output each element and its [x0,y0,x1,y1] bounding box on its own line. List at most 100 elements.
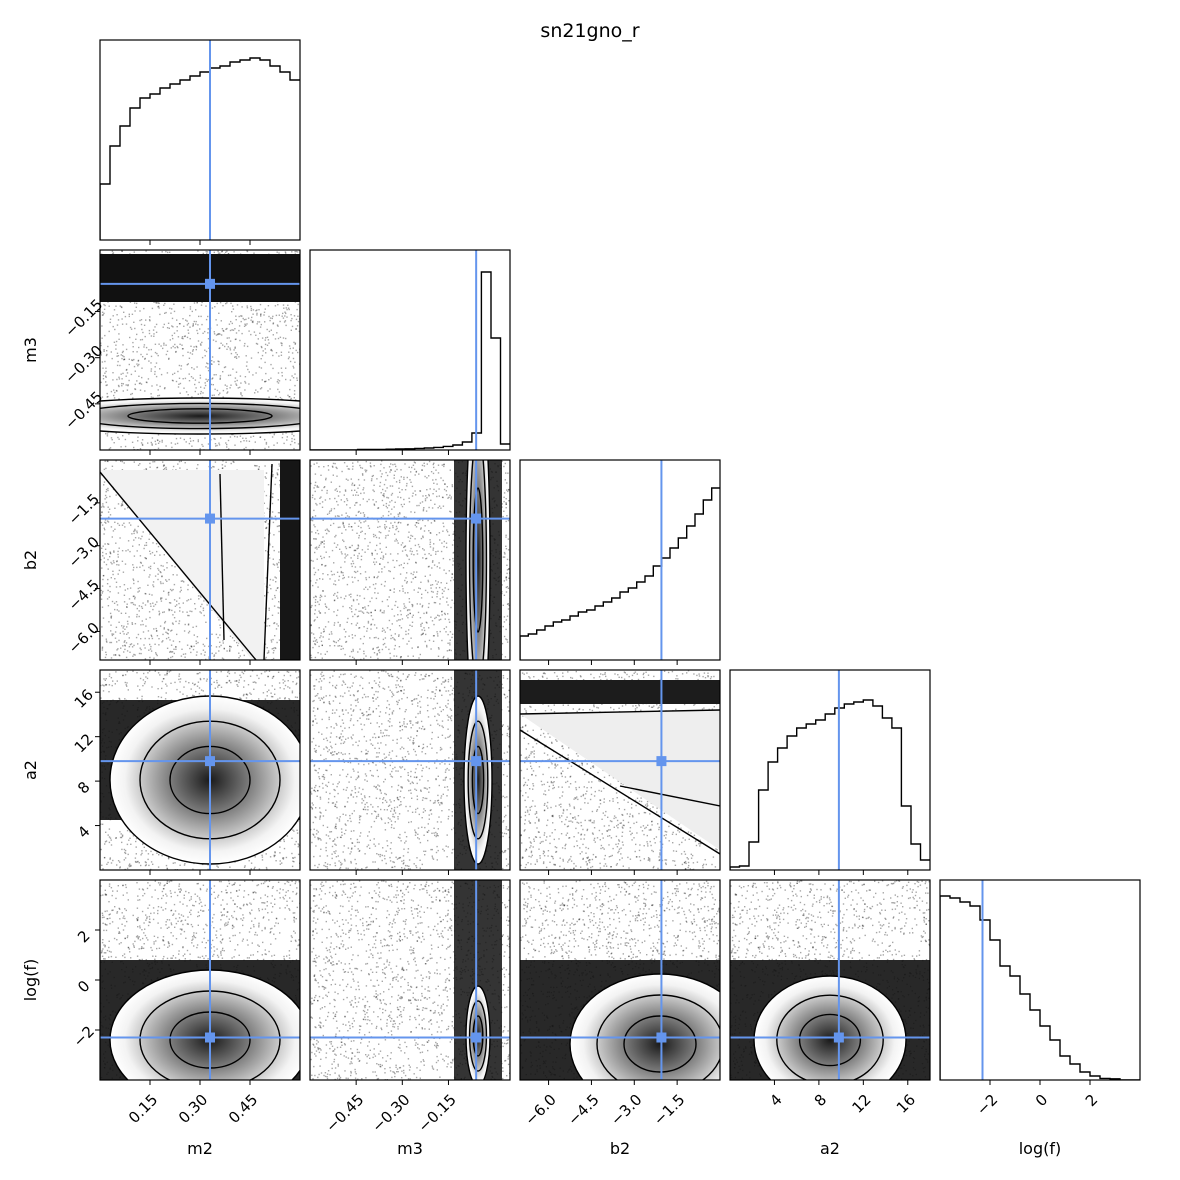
x-tick-label: −3.0 [607,1091,645,1129]
y-tick-label: 16 [71,686,97,712]
y-axis-label-b2: b2 [21,550,40,570]
contour-line [798,1013,862,1067]
truth-marker [656,1032,667,1043]
dense-band [100,254,300,302]
panel-frame [729,669,931,871]
histogram-steps [520,487,720,660]
x-tick-label: 0 [1032,1091,1051,1110]
truth-marker [656,756,667,767]
panel-frame [939,879,1141,1081]
panel-frame [519,669,721,871]
contour-line [471,745,485,815]
panel-frame [519,879,721,1081]
contour-line [468,460,488,660]
truth-marker [205,513,215,524]
truth-marker [205,756,215,767]
contour-line [100,402,300,430]
y-tick-label: −2 [70,1022,98,1050]
contour-line [468,1000,488,1072]
y-axis-label-log(f): log(f) [21,959,40,1002]
contour-line [596,994,720,1080]
panel-frame [309,879,511,1081]
x-tick-label: 2 [1082,1091,1101,1110]
y-tick-label: 8 [74,778,93,797]
x-tick-label: 0.15 [125,1091,161,1127]
scatter-panel-m3-log(f) [309,879,511,1085]
x-tick-label: −0.30 [368,1091,413,1136]
x-tick-label: 4 [766,1091,785,1110]
truth-marker [471,1032,482,1043]
contour-fill [520,710,720,850]
x-tick-label: −0.15 [415,1091,460,1136]
histogram-steps [310,271,510,450]
x-axis-label-m2: m2 [187,1139,213,1158]
contour-line [467,720,489,840]
y-tick-label: 12 [71,730,97,756]
contour-line [472,487,484,633]
truth-marker [471,513,482,524]
scatter-panel-b2-log(f) [519,879,721,1085]
x-axis-label-a2: a2 [820,1139,840,1158]
histogram-steps [940,895,1140,1080]
figure-title: sn21gno_r [540,20,639,42]
x-tick-label: −2 [973,1091,1001,1119]
contour-line [520,709,720,715]
histogram-panel-a2 [729,669,931,875]
contour-line [263,463,273,660]
x-tick-label: −0.45 [322,1091,367,1136]
x-tick-label: −6.0 [521,1091,559,1129]
scatter-panel-m2-a2 [95,669,301,875]
y-tick-label: 4 [74,822,93,841]
panel-frame [99,39,301,241]
histogram-steps [730,699,930,870]
histogram-panel-b2 [519,459,721,665]
scatter-panel-a2-log(f) [729,879,931,1085]
scatter-panel-m2-m3 [95,249,301,455]
y-tick-label: 0 [74,977,93,996]
x-tick-label: 0.30 [175,1091,211,1127]
x-tick-label: 0.45 [225,1091,261,1127]
truth-marker [205,1032,215,1043]
contour-fill [520,680,720,704]
histogram-panel-m3 [309,249,511,455]
contour-line [219,473,225,641]
contour-line [776,994,884,1080]
scatter-panel-m2-b2 [95,459,301,665]
y-tick-label: −4.5 [65,576,103,614]
panel-frame [519,459,721,661]
contour-fill [280,460,300,660]
contour-line [100,397,300,435]
contour-line [569,973,720,1080]
histogram-steps [100,57,300,240]
x-axis-label-log(f): log(f) [1019,1139,1062,1158]
contour-line [465,460,491,660]
scatter-panel-b2-a2 [519,669,721,875]
x-tick-label: 16 [893,1091,919,1117]
x-tick-label: −1.5 [650,1091,688,1129]
x-tick-label: 8 [811,1091,830,1110]
panel-grid [95,39,1141,1085]
y-tick-label: 2 [74,927,93,946]
truth-marker [471,756,482,767]
truth-marker [205,278,215,289]
y-axis-label-m3: m3 [21,337,40,363]
contour-line [520,729,720,855]
x-tick-label: 12 [848,1091,874,1117]
contour-fill [100,470,264,660]
truth-marker [833,1032,844,1043]
contour-line [127,408,273,424]
contour-line [619,785,720,807]
scatter-panel-m3-a2 [309,669,511,875]
panel-frame [309,249,511,451]
contour-line [100,471,257,660]
contour-line [623,1015,697,1073]
contour-line [753,975,907,1080]
panel-frame [309,459,511,661]
y-tick-label: −6.0 [65,619,103,657]
histogram-panel-log(f) [939,879,1141,1085]
x-axis-label-m3: m3 [397,1139,423,1158]
x-tick-label: −4.5 [564,1091,602,1129]
scatter-panel-m2-log(f) [95,879,301,1085]
histogram-panel-m2 [99,39,301,245]
